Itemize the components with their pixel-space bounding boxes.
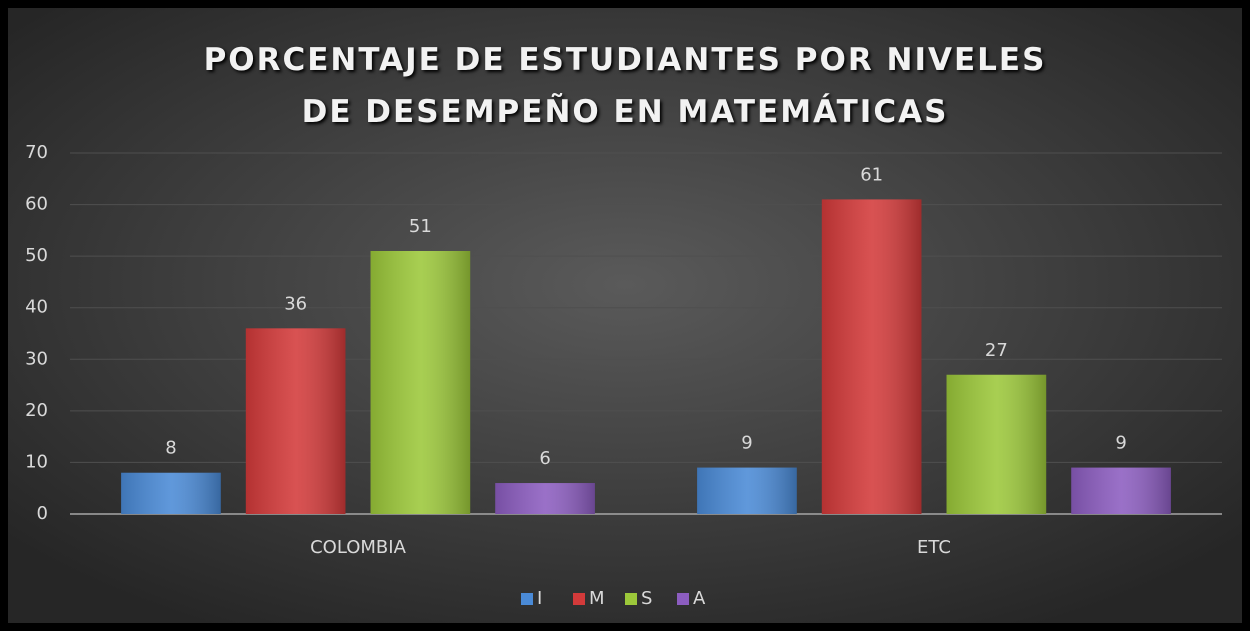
legend-swatch xyxy=(521,593,533,605)
legend-swatch xyxy=(677,593,689,605)
legend-label: S xyxy=(641,588,652,609)
legend-label: I xyxy=(537,588,542,609)
bar xyxy=(245,328,346,514)
y-tick-label: 20 xyxy=(25,400,48,421)
y-tick-label: 30 xyxy=(25,348,48,369)
data-label: 9 xyxy=(1115,433,1126,454)
bar xyxy=(121,472,221,514)
bar xyxy=(697,467,797,514)
y-tick-label: 10 xyxy=(25,451,48,472)
bar xyxy=(1071,467,1171,514)
data-label: 8 xyxy=(165,438,176,459)
y-tick-label: 50 xyxy=(25,245,48,266)
y-tick-label: 0 xyxy=(37,503,48,524)
legend-label: A xyxy=(693,588,706,609)
y-tick-label: 40 xyxy=(25,297,48,318)
y-tick-label: 70 xyxy=(25,142,48,163)
data-label: 27 xyxy=(985,340,1008,361)
x-tick-label: COLOMBIA xyxy=(310,537,406,558)
legend-swatch xyxy=(573,593,585,605)
background xyxy=(8,8,1242,623)
chart-title: PORCENTAJE DE ESTUDIANTES POR NIVELES DE… xyxy=(203,42,1047,130)
bar xyxy=(946,374,1047,514)
data-label: 36 xyxy=(284,293,307,314)
bar xyxy=(495,483,595,514)
data-label: 61 xyxy=(860,164,883,185)
data-label: 6 xyxy=(539,448,550,469)
x-tick-label: ETC xyxy=(917,537,951,558)
bar xyxy=(821,199,922,514)
legend-label: M xyxy=(589,588,605,609)
data-label: 9 xyxy=(741,433,752,454)
bar xyxy=(370,250,471,514)
legend-swatch xyxy=(625,593,637,605)
y-tick-label: 60 xyxy=(25,194,48,215)
data-label: 51 xyxy=(409,216,432,237)
